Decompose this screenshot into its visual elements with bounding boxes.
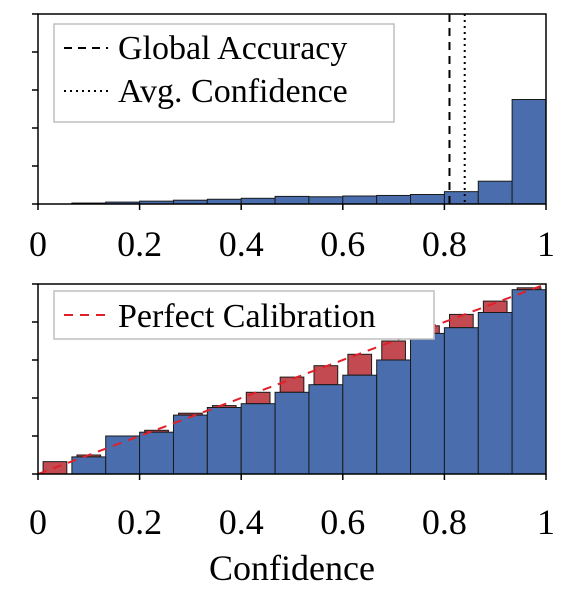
histogram-bar	[308, 196, 344, 205]
reliability-bars	[42, 287, 547, 475]
calibration-gap-bar	[313, 365, 339, 386]
accuracy-bar	[376, 359, 412, 475]
histogram-bar	[274, 195, 310, 205]
histogram-bar	[342, 195, 378, 205]
x-axis-title: Confidence	[209, 548, 375, 588]
accuracy-bar	[342, 374, 378, 475]
accuracy-bar	[477, 312, 513, 475]
top-x-tick-label: 0.8	[422, 224, 467, 264]
bottom-x-tick-label: 0.6	[320, 502, 365, 542]
accuracy-bar	[172, 414, 208, 475]
top-axes-frame	[37, 13, 547, 205]
accuracy-bar	[105, 435, 141, 475]
accuracy-bar	[139, 431, 174, 475]
bottom-legend-box	[53, 290, 435, 340]
histogram-bar	[511, 99, 547, 205]
top-y-ticks	[32, 13, 38, 205]
accuracy-bar	[308, 384, 344, 475]
accuracy-bar	[274, 391, 310, 475]
bottom-x-tick-label: 0	[29, 502, 47, 542]
accuracy-bar	[410, 332, 445, 475]
bottom-axes-frame	[37, 283, 547, 475]
accuracy-bar	[71, 456, 107, 475]
bottom-legend: Perfect Calibration	[53, 290, 435, 340]
bottom-x-tick-label: 1	[537, 502, 555, 542]
legend-global-accuracy-label: Global Accuracy	[118, 30, 347, 67]
accuracy-bar	[240, 403, 276, 475]
bottom-x-ticks: 0 0.2 0.4 0.6 0.8 1	[29, 474, 555, 542]
top-x-tick-label: 0	[29, 224, 47, 264]
bottom-x-tick-label: 0.8	[422, 502, 467, 542]
histogram-bar	[240, 197, 276, 205]
top-x-tick-label: 0.2	[117, 224, 162, 264]
top-x-ticks: 0 0.2 0.4 0.6 0.8 1	[29, 204, 555, 264]
top-legend: Global Accuracy Avg. Confidence	[53, 23, 395, 123]
accuracy-bar	[511, 289, 547, 475]
confidence-histogram-panel: 0 0.2 0.4 0.6 0.8 1 Global Accuracy Avg. Conf…	[29, 13, 555, 264]
histogram-bar	[477, 180, 513, 205]
top-x-tick-label: 1	[537, 224, 555, 264]
accuracy-bar	[206, 407, 242, 475]
legend-perfect-calibration-label: Perfect Calibration	[118, 298, 376, 335]
top-legend-box	[53, 23, 395, 123]
histogram-bar	[376, 194, 412, 205]
top-x-tick-label: 0.4	[219, 224, 264, 264]
bottom-x-tick-label: 0.4	[219, 502, 264, 542]
legend-avg-confidence-label: Avg. Confidence	[118, 73, 348, 110]
accuracy-bar	[443, 327, 479, 475]
top-x-tick-label: 0.6	[320, 224, 365, 264]
histogram-bars	[71, 99, 547, 205]
calibration-gap-bar	[279, 376, 305, 393]
histogram-bar	[410, 194, 445, 205]
bottom-y-ticks	[32, 283, 38, 475]
perfect-calibration-line	[37, 283, 547, 475]
bottom-x-tick-label: 0.2	[117, 502, 162, 542]
reliability-diagram-panel: 0 0.2 0.4 0.6 0.8 1 Perfect Calibration Confi…	[29, 283, 555, 588]
calibration-gap-bar	[347, 353, 373, 376]
